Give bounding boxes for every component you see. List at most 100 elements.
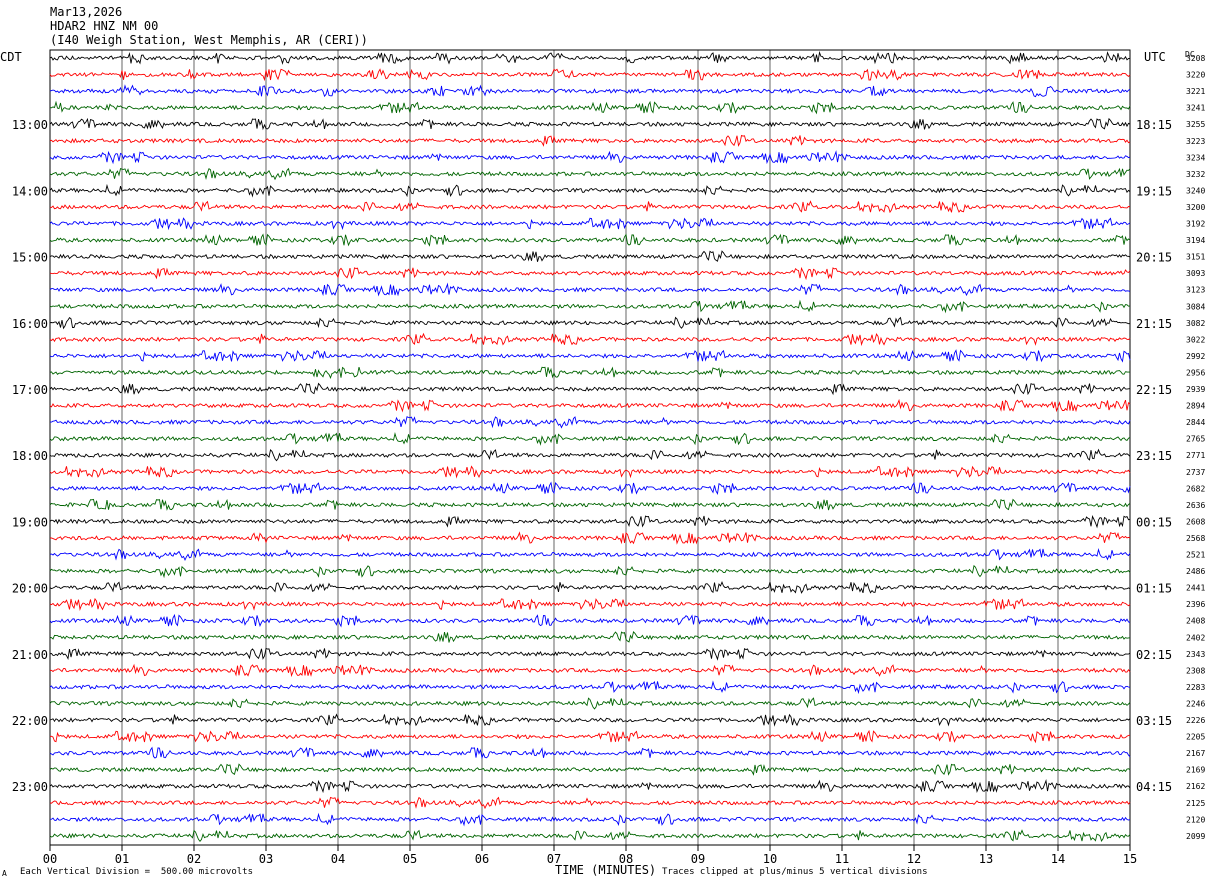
- trace-line: [49, 233, 1131, 247]
- trace-line: [49, 266, 1131, 281]
- dc-column-label: DC: [1185, 50, 1195, 59]
- dc-offset-label: 2956: [1186, 368, 1205, 377]
- trace-line: [49, 366, 1130, 380]
- trace-line: [49, 465, 1131, 479]
- dc-offset-label: 3221: [1186, 87, 1205, 96]
- dc-offset-label: 2246: [1186, 699, 1205, 708]
- left-hour-label: 15:00: [12, 251, 48, 265]
- plot-frame: [49, 49, 1131, 846]
- right-hour-label: 20:15: [1136, 251, 1172, 265]
- x-tick-label: 04: [331, 852, 345, 866]
- trace-line: [49, 200, 1131, 214]
- trace-line: [49, 729, 1131, 744]
- left-hour-label: 22:00: [12, 714, 48, 728]
- x-tick-label: 09: [691, 852, 705, 866]
- dc-offset-label: 3200: [1186, 203, 1205, 212]
- trace-line: [49, 746, 1131, 760]
- dc-offset-label: 2441: [1186, 584, 1205, 593]
- dc-offset-label: 3093: [1186, 269, 1205, 278]
- trace-line: [49, 812, 1131, 827]
- station-code: HDAR2 HNZ NM 00: [50, 19, 159, 33]
- x-axis-title: TIME (MINUTES): [555, 863, 657, 877]
- trace-line: [49, 498, 1131, 511]
- trace-line: [49, 282, 1131, 297]
- dc-offset-label: 2226: [1186, 716, 1205, 725]
- dc-offset-label: 3151: [1186, 253, 1205, 262]
- x-tick-label: 00: [43, 852, 57, 866]
- x-tick-label: 12: [907, 852, 921, 866]
- trace-line: [49, 597, 1131, 611]
- dc-offset-label: 2894: [1186, 402, 1205, 411]
- record-date: Mar13,2026: [50, 5, 123, 19]
- trace-line: [49, 448, 1131, 462]
- dc-offset-label: 3022: [1186, 335, 1205, 344]
- dc-offset-label: 3194: [1186, 236, 1205, 245]
- dc-offset-label: 2765: [1186, 435, 1205, 444]
- trace-line: [49, 697, 1131, 710]
- trace-line: [49, 382, 1131, 396]
- trace-line: [49, 167, 1131, 181]
- station-location: (I40 Weigh Station, West Memphis, AR (CE…: [50, 33, 368, 47]
- trace-line: [49, 316, 1130, 330]
- dc-offset-label: 2992: [1186, 352, 1205, 361]
- x-tick-label: 05: [403, 852, 417, 866]
- trace-line: [49, 481, 1131, 496]
- dc-offset-label: 2343: [1186, 650, 1205, 659]
- trace-line: [49, 631, 1131, 643]
- trace-line: [49, 680, 1131, 695]
- trace-line: [49, 250, 1131, 262]
- trace-line: [49, 796, 1131, 810]
- x-tick-label: 15: [1123, 852, 1137, 866]
- dc-offset-label: 3123: [1186, 286, 1205, 295]
- dc-offset-label: 2396: [1186, 600, 1205, 609]
- trace-line: [49, 117, 1131, 131]
- trace-line: [49, 50, 1131, 65]
- left-timezone-label: CDT: [0, 50, 22, 64]
- trace-line: [49, 547, 1131, 561]
- dc-offset-label: 2486: [1186, 567, 1205, 576]
- dc-offset-label: 2169: [1186, 766, 1205, 775]
- dc-offset-label: 2636: [1186, 501, 1205, 510]
- dc-offset-label: 2844: [1186, 418, 1205, 427]
- dc-offset-label: 3084: [1186, 302, 1205, 311]
- left-hour-label: 20:00: [12, 582, 48, 596]
- dc-offset-label: 2402: [1186, 633, 1205, 642]
- trace-line: [49, 217, 1131, 231]
- right-hour-label: 01:15: [1136, 582, 1172, 596]
- trace-line: [50, 531, 1131, 545]
- right-hour-label: 19:15: [1136, 184, 1172, 198]
- right-hour-label: 22:15: [1136, 383, 1172, 397]
- dc-offset-label: 3232: [1186, 170, 1205, 179]
- dc-offset-label: 2682: [1186, 484, 1205, 493]
- x-tick-label: 11: [835, 852, 849, 866]
- dc-offset-label: 2162: [1186, 782, 1205, 791]
- dc-offset-label: 2608: [1186, 517, 1205, 526]
- trace-line: [49, 398, 1131, 413]
- left-hour-label: 14:00: [12, 184, 48, 198]
- trace-line: [49, 349, 1131, 363]
- trace-line: [49, 299, 1131, 314]
- trace-line: [49, 68, 1131, 82]
- left-hour-label: 18:00: [12, 449, 48, 463]
- dc-offset-label: 2125: [1186, 799, 1205, 808]
- right-hour-label: 00:15: [1136, 515, 1172, 529]
- dc-offset-label: 3082: [1186, 319, 1205, 328]
- dc-offset-label: 3241: [1186, 104, 1205, 113]
- dc-offset-label: 3223: [1186, 137, 1205, 146]
- trace-line: [49, 183, 1131, 198]
- trace-line: [49, 564, 1131, 579]
- trace-line: [49, 647, 1131, 661]
- trace-line: [50, 416, 1131, 429]
- trace-line: [49, 150, 1131, 165]
- trace-line: [49, 713, 1131, 727]
- trace-line: [49, 134, 1131, 147]
- dc-offset-label: 2939: [1186, 385, 1205, 394]
- dc-offset-label: 3255: [1186, 120, 1205, 129]
- trace-line: [49, 432, 1131, 446]
- right-hour-label: 21:15: [1136, 317, 1172, 331]
- trace-line: [49, 580, 1131, 594]
- dc-offset-label: 2120: [1186, 815, 1205, 824]
- left-hour-label: 17:00: [12, 383, 48, 397]
- trace-line: [49, 332, 1131, 347]
- corner-mark: A: [2, 869, 7, 878]
